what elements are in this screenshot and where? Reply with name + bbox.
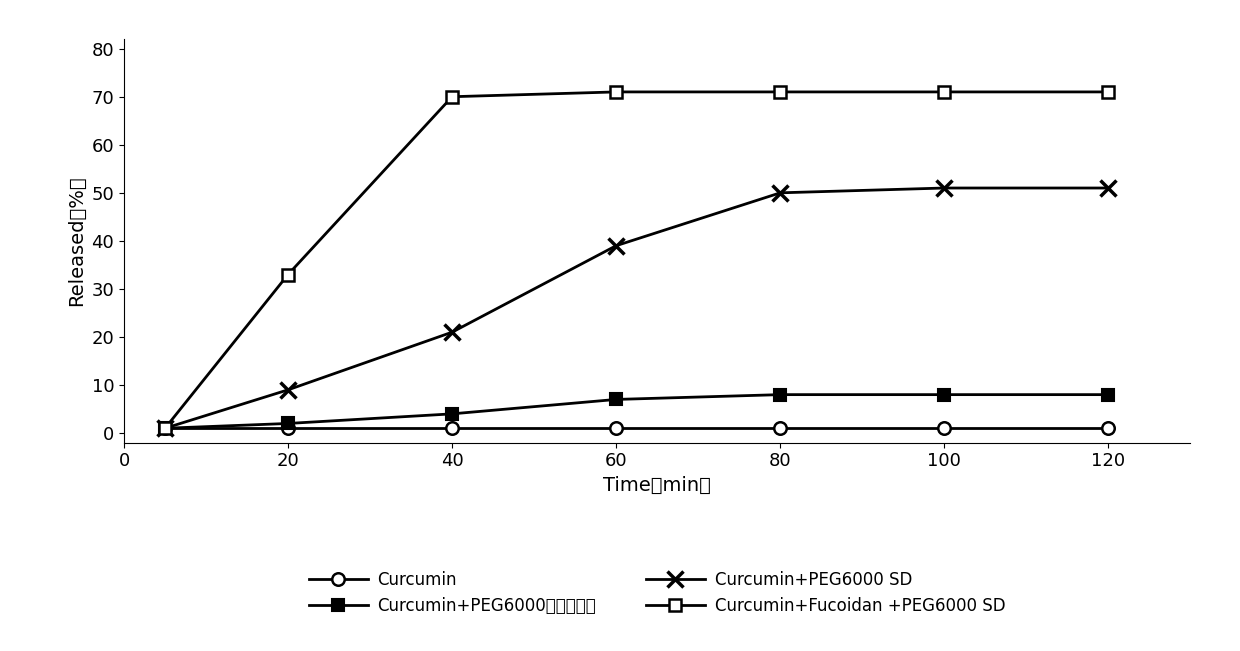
X-axis label: Time（min）: Time（min） bbox=[604, 476, 711, 495]
Y-axis label: Released（%）: Released（%） bbox=[67, 176, 86, 306]
Legend: Curcumin, Curcumin+PEG6000物理混合物, Curcumin+PEG6000 SD, Curcumin+Fucoidan +PEG6000: Curcumin, Curcumin+PEG6000物理混合物, Curcumi… bbox=[303, 564, 1012, 622]
